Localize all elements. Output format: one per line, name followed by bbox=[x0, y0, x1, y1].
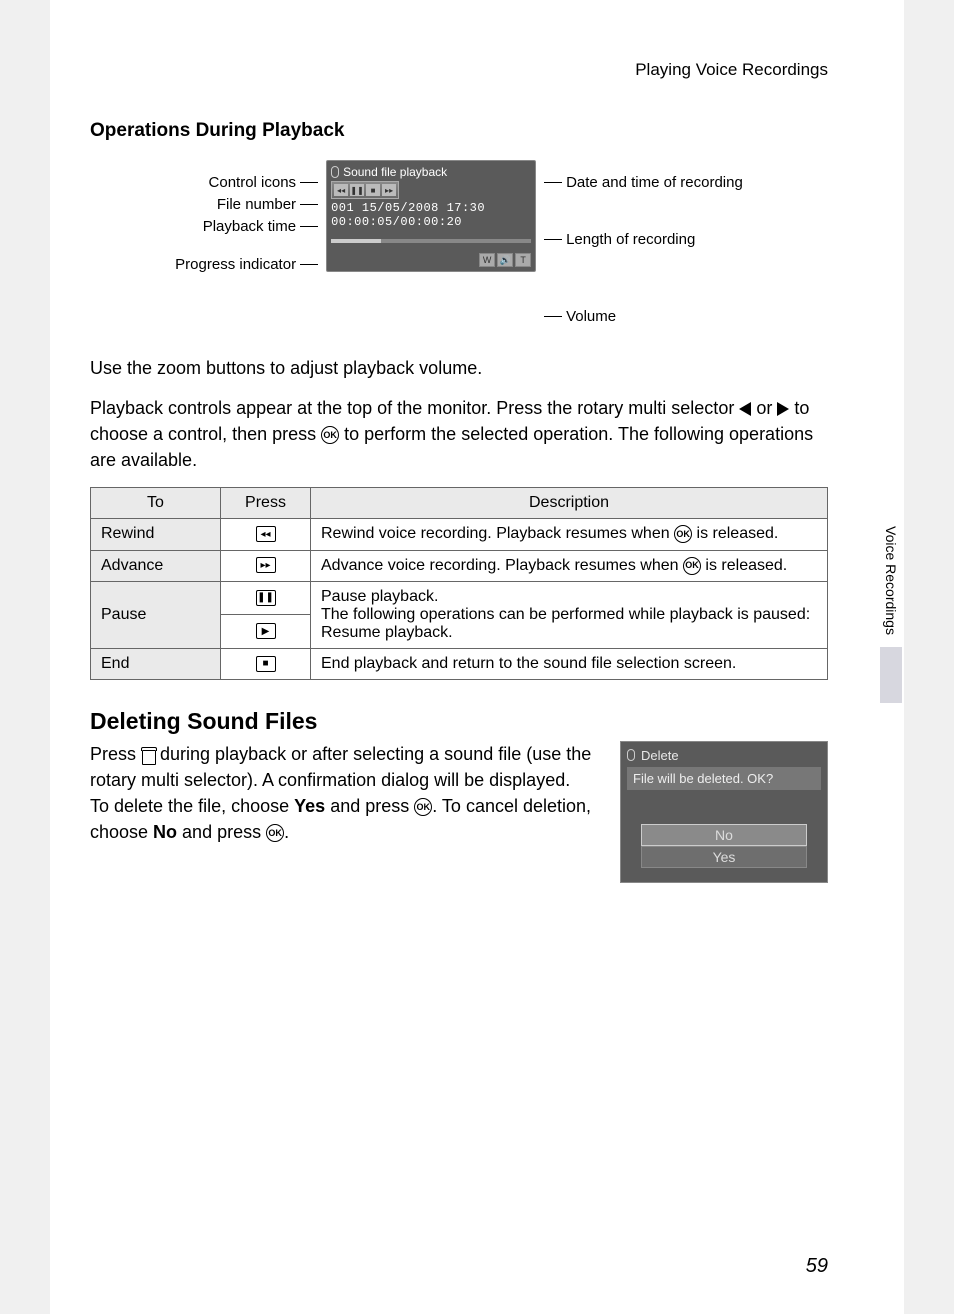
zoom-in-icon: T bbox=[515, 253, 531, 267]
page-number: 59 bbox=[806, 1255, 828, 1278]
cell-desc: Pause playback. The following operations… bbox=[311, 581, 828, 648]
playback-diagram: Control icons File number Playback time … bbox=[90, 160, 828, 325]
text-fragment: Advance voice recording. Playback resume… bbox=[321, 557, 683, 574]
text-fragment: or bbox=[751, 398, 777, 418]
cell-press: ■ bbox=[221, 648, 311, 679]
text-fragment: is released. bbox=[701, 557, 787, 574]
rewind-icon: ◂◂ bbox=[256, 526, 276, 542]
col-desc: Description bbox=[311, 488, 828, 519]
cell-press: ◂◂ bbox=[221, 519, 311, 550]
side-tab: Voice Recordings bbox=[878, 520, 904, 780]
delete-paragraph: Press during playback or after selecting… bbox=[90, 741, 592, 845]
label-file-number: File number bbox=[217, 196, 296, 213]
col-press: Press bbox=[221, 488, 311, 519]
cell-to: Rewind bbox=[91, 519, 221, 550]
cell-press: ▸▸ bbox=[221, 550, 311, 581]
text-fragment: . bbox=[284, 822, 289, 842]
delete-dialog-title: Delete bbox=[641, 748, 679, 763]
ok-icon: OK bbox=[683, 557, 701, 575]
play-icon: ▶ bbox=[256, 623, 276, 639]
table-row: Advance ▸▸ Advance voice recording. Play… bbox=[91, 550, 828, 581]
label-progress: Progress indicator bbox=[175, 256, 296, 273]
label-volume: Volume bbox=[566, 308, 616, 325]
ok-icon: OK bbox=[321, 426, 339, 444]
delete-dialog-message: File will be deleted. OK? bbox=[627, 767, 821, 790]
bold-no: No bbox=[153, 822, 177, 842]
volume-row: W 🔊 T bbox=[331, 253, 531, 267]
delete-option-no[interactable]: No bbox=[641, 824, 807, 846]
mic-icon bbox=[627, 749, 635, 761]
forward-icon: ▸▸ bbox=[256, 557, 276, 573]
text-fragment: Press bbox=[90, 744, 141, 764]
progress-bar bbox=[331, 239, 531, 243]
stop-icon: ■ bbox=[366, 184, 380, 196]
col-to: To bbox=[91, 488, 221, 519]
control-icons-row: ◂◂ ❚❚ ■ ▸▸ bbox=[331, 181, 399, 199]
cell-press: ▶ bbox=[221, 615, 311, 649]
delete-heading: Deleting Sound Files bbox=[90, 708, 828, 735]
delete-dialog-title-row: Delete bbox=[627, 748, 821, 763]
ok-icon: OK bbox=[266, 824, 284, 842]
diagram-left-labels: Control icons File number Playback time … bbox=[175, 160, 318, 273]
cell-desc: Rewind voice recording. Playback resumes… bbox=[311, 519, 828, 550]
speaker-icon: 🔊 bbox=[497, 253, 513, 267]
side-tab-label: Voice Recordings bbox=[883, 520, 899, 641]
mic-icon bbox=[331, 166, 339, 178]
label-length: Length of recording bbox=[566, 231, 695, 248]
cell-desc: End playback and return to the sound fil… bbox=[311, 648, 828, 679]
label-datetime: Date and time of recording bbox=[566, 174, 743, 191]
delete-section: Press during playback or after selecting… bbox=[90, 741, 828, 883]
table-row: Pause ❚❚ Pause playback. The following o… bbox=[91, 581, 828, 615]
operations-table: To Press Description Rewind ◂◂ Rewind vo… bbox=[90, 487, 828, 679]
forward-icon: ▸▸ bbox=[382, 184, 396, 196]
text-fragment: Playback controls appear at the top of t… bbox=[90, 398, 739, 418]
text-fragment: Rewind voice recording. Playback resumes… bbox=[321, 526, 674, 543]
label-playback-time: Playback time bbox=[203, 218, 296, 235]
label-control-icons: Control icons bbox=[209, 174, 297, 191]
cell-to: Advance bbox=[91, 550, 221, 581]
cell-to: End bbox=[91, 648, 221, 679]
pause-icon: ❚❚ bbox=[350, 184, 364, 196]
file-info-line: 001 15/05/2008 17:30 bbox=[331, 201, 531, 215]
text-fragment: The following operations can be performe… bbox=[321, 606, 810, 623]
side-tab-block bbox=[880, 647, 902, 703]
ok-icon: OK bbox=[414, 798, 432, 816]
text-fragment: and press bbox=[325, 796, 414, 816]
cell-press: ❚❚ bbox=[221, 581, 311, 615]
table-header-row: To Press Description bbox=[91, 488, 828, 519]
page-header: Playing Voice Recordings bbox=[90, 60, 828, 80]
diagram-right-labels: Date and time of recording Length of rec… bbox=[544, 160, 743, 325]
rewind-icon: ◂◂ bbox=[334, 184, 348, 196]
cell-to: Pause bbox=[91, 581, 221, 648]
text-fragment: Resume playback. bbox=[321, 624, 453, 641]
text-fragment: Pause playback. bbox=[321, 588, 438, 605]
bold-yes: Yes bbox=[294, 796, 325, 816]
screen-title: Sound file playback bbox=[343, 165, 447, 179]
ok-icon: OK bbox=[674, 525, 692, 543]
time-info-line: 00:00:05/00:00:20 bbox=[331, 215, 531, 229]
paragraph-controls: Playback controls appear at the top of t… bbox=[90, 395, 828, 473]
text-fragment: is released. bbox=[692, 526, 778, 543]
table-row: Rewind ◂◂ Rewind voice recording. Playba… bbox=[91, 519, 828, 550]
cell-desc: Advance voice recording. Playback resume… bbox=[311, 550, 828, 581]
page: Playing Voice Recordings Operations Duri… bbox=[50, 0, 904, 1314]
delete-option-yes[interactable]: Yes bbox=[641, 846, 807, 868]
delete-dialog-screen: Delete File will be deleted. OK? No Yes bbox=[620, 741, 828, 883]
zoom-out-icon: W bbox=[479, 253, 495, 267]
stop-icon: ■ bbox=[256, 656, 276, 672]
pause-icon: ❚❚ bbox=[256, 590, 276, 606]
left-arrow-icon bbox=[739, 402, 751, 416]
screen-title-row: Sound file playback bbox=[331, 165, 531, 179]
paragraph-volume: Use the zoom buttons to adjust playback … bbox=[90, 355, 828, 381]
playback-screen: Sound file playback ◂◂ ❚❚ ■ ▸▸ 001 15/05… bbox=[326, 160, 536, 272]
section-title: Operations During Playback bbox=[90, 120, 828, 142]
text-fragment: and press bbox=[177, 822, 266, 842]
trash-icon bbox=[141, 747, 155, 763]
right-arrow-icon bbox=[777, 402, 789, 416]
table-row: End ■ End playback and return to the sou… bbox=[91, 648, 828, 679]
